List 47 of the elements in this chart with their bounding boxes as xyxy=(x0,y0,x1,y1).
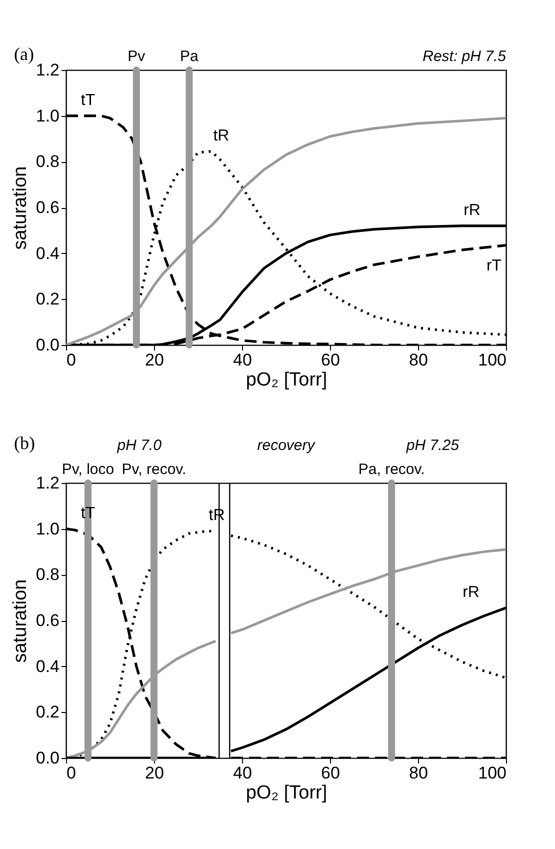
text: (a) xyxy=(14,44,34,64)
y-tick-label: 0.6 xyxy=(36,198,60,217)
x-tick-label: 40 xyxy=(233,350,252,370)
y-axis-title: saturation xyxy=(10,579,31,663)
ref-line-label: Pa, recov. xyxy=(358,461,425,478)
x-tick-label: 80 xyxy=(409,350,428,370)
y-tick-label: 1.2 xyxy=(36,60,60,80)
x-tick-label: 40 xyxy=(233,764,252,782)
series-label: tT xyxy=(80,92,96,109)
series-label: tR xyxy=(213,127,230,144)
text: pH 7.25 xyxy=(405,437,460,454)
text: (b) xyxy=(14,433,35,453)
x-tick-label: 0 xyxy=(66,764,76,782)
x-tick-label: 100 xyxy=(478,350,506,370)
y-tick-label: 0.4 xyxy=(36,244,60,263)
y-tick-label: 0.2 xyxy=(36,702,60,722)
y-tick-label: 0.0 xyxy=(36,748,60,768)
series-label: rR xyxy=(464,202,480,219)
series-label: rT xyxy=(486,257,502,274)
x-tick-label: 60 xyxy=(321,350,340,370)
x-tick-label: 80 xyxy=(409,764,428,782)
ref-line-label: Pv xyxy=(128,48,146,65)
x-axis-title: pO₂ [Torr] xyxy=(246,370,328,390)
series-label: rR xyxy=(462,584,480,601)
text: Rest: pH 7.5 xyxy=(422,48,507,65)
text: recovery xyxy=(257,437,316,454)
ref-line-label: Pv, recov. xyxy=(122,461,186,478)
y-tick-label: 0.6 xyxy=(36,611,60,630)
y-axis-title: saturation xyxy=(10,166,31,250)
x-tick-label: 20 xyxy=(145,350,164,370)
x-tick-label: 100 xyxy=(478,764,506,782)
y-tick-label: 0.8 xyxy=(36,565,60,584)
y-tick-label: 0.2 xyxy=(36,290,60,309)
ref-line-label: Pa xyxy=(180,48,200,65)
ref-line-label: Pv, loco xyxy=(62,461,114,478)
y-tick-label: 0.4 xyxy=(36,656,60,676)
text: pH 7.0 xyxy=(116,437,162,454)
x-tick-label: 20 xyxy=(145,764,164,782)
y-tick-label: 0.0 xyxy=(36,336,60,354)
y-tick-label: 1.2 xyxy=(36,474,60,492)
x-tick-label: 0 xyxy=(66,350,76,370)
x-tick-label: 60 xyxy=(321,764,340,782)
x-axis-title: pO₂ [Torr] xyxy=(246,782,328,804)
y-tick-label: 1.0 xyxy=(36,106,60,126)
y-tick-label: 0.8 xyxy=(36,152,60,172)
y-tick-label: 1.0 xyxy=(36,519,60,538)
series-label: tT xyxy=(80,504,96,522)
